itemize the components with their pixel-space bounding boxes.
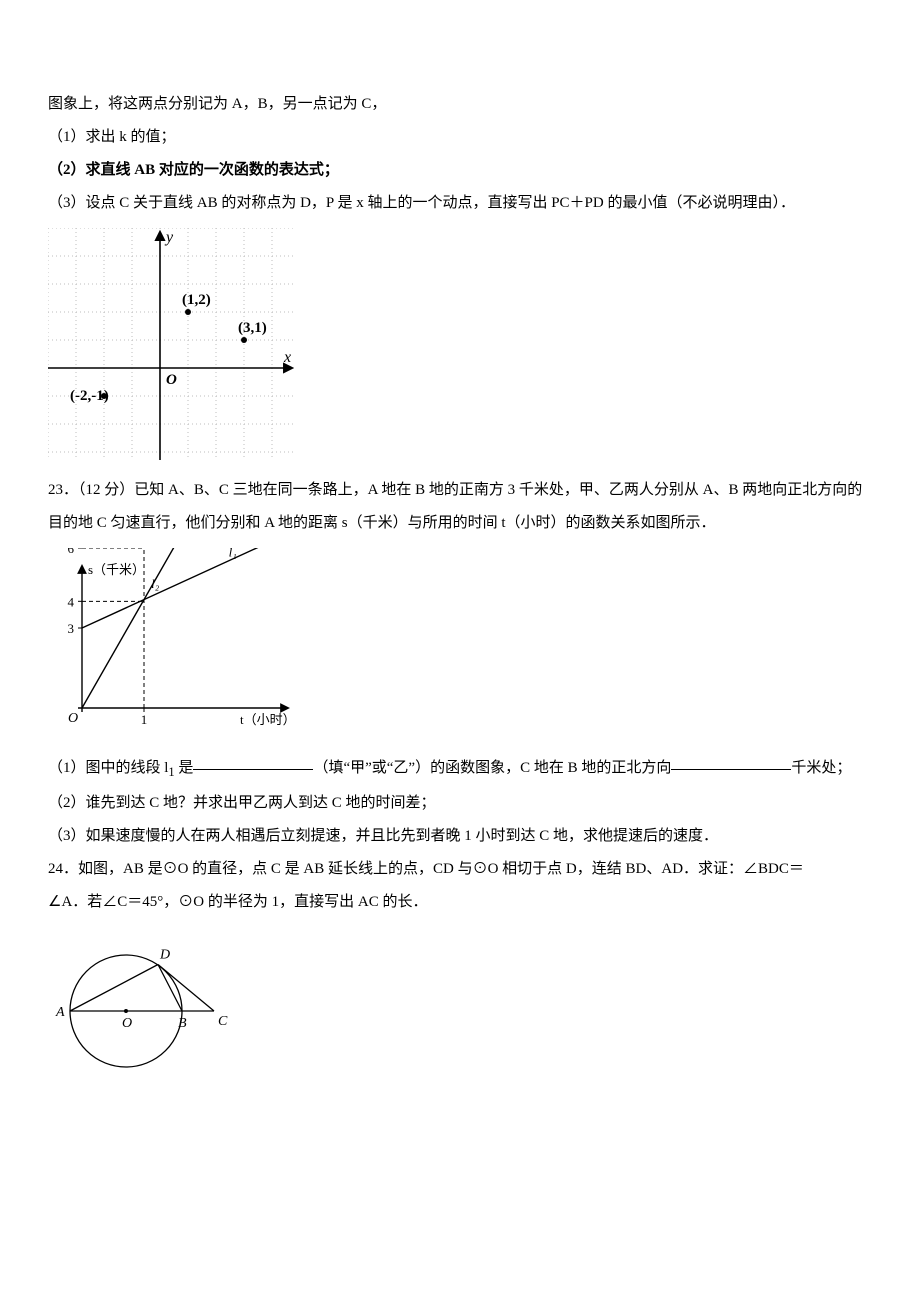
p24-b: ∠A．若∠C＝45°，⊙O 的半径为 1，直接写出 AC 的长．	[48, 886, 872, 919]
svg-text:A: A	[55, 1005, 65, 1020]
p23-q1: （1）图中的线段 l1 是（填“甲”或“乙”）的函数图象，C 地在 B 地的正北…	[48, 752, 872, 787]
p23-q2: （2）谁先到达 C 地？并求出甲乙两人到达 C 地的时间差；	[48, 787, 872, 820]
svg-text:D: D	[159, 947, 170, 962]
circle-tangent-figure: A O B C D	[48, 927, 232, 1075]
svg-text:(1,2): (1,2)	[182, 292, 211, 308]
q2-text: （2）求直线 AB 对应的一次函数的表达式；	[48, 162, 339, 178]
p23-q1-b: 是	[175, 760, 194, 776]
svg-text:y: y	[164, 229, 174, 246]
p24-b-text: ∠A．若∠C＝45°，⊙O 的半径为 1，直接写出 AC 的长．	[48, 894, 427, 910]
svg-text:t（小时）: t（小时）	[240, 712, 296, 727]
p23-q1-d: 千米处；	[791, 760, 851, 776]
blank-1	[193, 754, 313, 770]
svg-text:O: O	[122, 1016, 132, 1031]
p23-q1-a: （1）图中的线段 l	[48, 760, 168, 776]
p23-q3: （3）如果速度慢的人在两人相遇后立刻提速，并且比先到者晚 1 小时到达 C 地，…	[48, 820, 872, 853]
svg-text:O: O	[166, 372, 177, 388]
svg-text:B: B	[178, 1016, 187, 1031]
svg-text:s（千米）: s（千米）	[88, 562, 145, 577]
svg-text:1: 1	[141, 712, 148, 727]
p23-head-text: 23．（12 分）已知 A、B、C 三地在同一条路上，A 地在 B 地的正南方 …	[48, 482, 862, 531]
svg-text:l₁: l₁	[229, 548, 237, 560]
blank-2	[671, 754, 791, 770]
q1-line: （1）求出 k 的值；	[48, 121, 872, 154]
q1-text: （1）求出 k 的值；	[48, 129, 176, 145]
p23-q3-text: （3）如果速度慢的人在两人相遇后立刻提速，并且比先到者晚 1 小时到达 C 地，…	[48, 828, 718, 844]
p23-q1-c: （填“甲”或“乙”）的函数图象，C 地在 B 地的正北方向	[313, 760, 671, 776]
svg-text:O: O	[68, 711, 78, 726]
p24-a-text: 24．如图，AB 是⊙O 的直径，点 C 是 AB 延长线上的点，CD 与⊙O …	[48, 861, 804, 877]
p24-a: 24．如图，AB 是⊙O 的直径，点 C 是 AB 延长线上的点，CD 与⊙O …	[48, 853, 872, 886]
q2-line: （2）求直线 AB 对应的一次函数的表达式；	[48, 154, 872, 187]
p23-q2-text: （2）谁先到达 C 地？并求出甲乙两人到达 C 地的时间差；	[48, 795, 436, 811]
svg-text:x: x	[283, 349, 291, 366]
intro-line: 图象上，将这两点分别记为 A，B，另一点记为 C，	[48, 88, 872, 121]
svg-text:3: 3	[68, 621, 75, 636]
svg-text:(3,1): (3,1)	[238, 320, 267, 336]
svg-text:C: C	[218, 1014, 228, 1029]
q3-text: （3）设点 C 关于直线 AB 的对称点为 D，P 是 x 轴上的一个动点，直接…	[48, 195, 795, 211]
p23-head: 23．（12 分）已知 A、B、C 三地在同一条路上，A 地在 B 地的正南方 …	[48, 474, 872, 540]
svg-text:4: 4	[68, 594, 75, 609]
st-line-chart: 3 4 6 1 l₁ l₂ s（千米） t（小时） O	[48, 548, 300, 738]
coord-grid-figure: x y O (1,2) (3,1) (-2,-1)	[48, 228, 296, 460]
svg-text:6: 6	[68, 548, 75, 556]
svg-text:l₂: l₂	[151, 576, 160, 591]
svg-text:(-2,-1): (-2,-1)	[70, 388, 109, 404]
q3-line: （3）设点 C 关于直线 AB 的对称点为 D，P 是 x 轴上的一个动点，直接…	[48, 187, 872, 220]
